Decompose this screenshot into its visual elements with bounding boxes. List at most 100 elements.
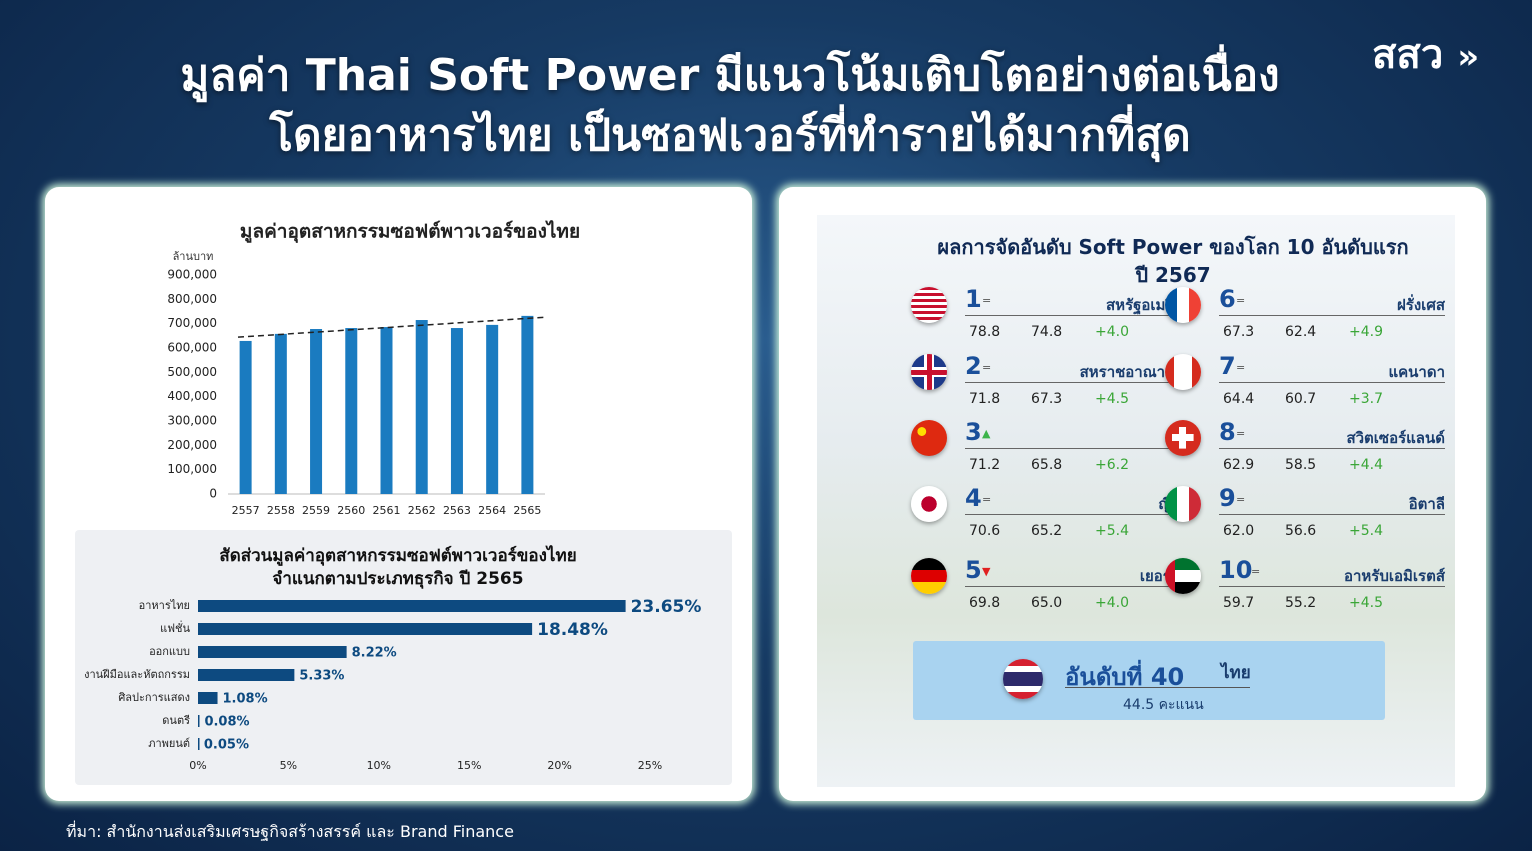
country-name: สหราชอาณาจักร — [1079, 363, 1191, 381]
value-label: 5.33% — [299, 669, 344, 684]
flag — [911, 287, 947, 323]
country-name: สวิตเซอร์แลนด์ — [1346, 429, 1445, 447]
bar — [310, 329, 323, 494]
y-tick-label: 900,000 — [167, 268, 217, 282]
rank: 10 — [1219, 556, 1253, 584]
rank-change: = — [1236, 493, 1246, 506]
divider — [965, 514, 1191, 515]
thailand-box: อันดับที่ 40 ไทย 44.5 คะแนน — [913, 641, 1385, 720]
score: 59.7 — [1223, 595, 1255, 611]
trendline — [237, 316, 546, 338]
rank-change: ▲ — [982, 427, 991, 440]
divider — [1065, 687, 1250, 688]
divider — [1219, 514, 1445, 515]
y-tick-label: 100,000 — [167, 462, 217, 476]
score-change: +3.7 — [1349, 391, 1383, 407]
x-tick-label: 5% — [280, 759, 297, 772]
logo: สสว » — [1372, 32, 1480, 78]
logo-text: สสว — [1372, 32, 1444, 78]
ranking-item: 7 = แคนาดา 64.4 60.7 +3.7 — [1165, 352, 1445, 414]
chart-title: สัดส่วนมูลค่าอุตสาหกรรมซอฟต์พาวเวอร์ของไ… — [219, 545, 576, 567]
rank: 4 — [965, 484, 982, 512]
rank: 3 — [965, 418, 982, 446]
ranking-item: 8 = สวิตเซอร์แลนด์ 62.9 58.5 +4.4 — [1165, 418, 1445, 480]
divider — [1219, 315, 1445, 316]
value-label: 0.08% — [204, 715, 249, 730]
rank-change: = — [1236, 427, 1246, 440]
rank: 8 — [1219, 418, 1236, 446]
score-change: +4.5 — [1095, 391, 1129, 407]
bar — [274, 333, 287, 494]
country-name: อาหรับเอมิเรตส์ — [1343, 567, 1445, 585]
thailand-rank: อันดับที่ 40 — [1065, 663, 1185, 691]
previous-score: 65.2 — [1031, 523, 1063, 539]
divider — [1219, 586, 1445, 587]
rank: 6 — [1219, 285, 1236, 313]
y-tick-label: 500,000 — [167, 365, 217, 379]
score-change: +5.4 — [1349, 523, 1383, 539]
previous-score: 62.4 — [1285, 324, 1317, 340]
category-label: ภาพยนต์ — [148, 737, 190, 750]
source: ที่มา: สำนักงานส่งเสริมเศรษฐกิจสร้างสรรค… — [66, 822, 514, 841]
chart-title: มูลค่าอุตสาหกรรมซอฟต์พาวเวอร์ของไทย — [240, 220, 580, 244]
rank-change: = — [982, 493, 992, 506]
title-line: โดยอาหารไทย เป็นซอฟเวอร์ที่ทำรายได้มากที… — [269, 110, 1191, 161]
rank: 1 — [965, 285, 982, 313]
country-name: แคนาดา — [1388, 363, 1445, 381]
bar — [380, 327, 393, 494]
rank: 5 — [965, 556, 982, 584]
x-tick-label: 2558 — [267, 504, 295, 517]
x-tick-label: 15% — [457, 759, 481, 772]
divider — [965, 315, 1191, 316]
x-tick-label: 2563 — [443, 504, 471, 517]
ranking-title: ปี 2567 — [1135, 263, 1211, 287]
rank-change: = — [982, 361, 992, 374]
score: 62.0 — [1223, 523, 1255, 539]
score: 62.9 — [1223, 457, 1255, 473]
flag — [911, 486, 947, 522]
bar — [345, 328, 358, 494]
value-label: 23.65% — [631, 597, 702, 617]
category-label: แฟชั่น — [160, 620, 190, 635]
hbar-box — [75, 530, 732, 785]
score-change: +4.0 — [1095, 324, 1129, 340]
divider — [1219, 382, 1445, 383]
rank: 2 — [965, 352, 982, 380]
category-label: ดนตรี — [162, 714, 190, 727]
x-tick-label: 2557 — [232, 504, 260, 517]
x-tick-label: 2559 — [302, 504, 330, 517]
title-line: มูลค่า Thai Soft Power มีแนวโน้มเติบโตอย… — [180, 50, 1280, 101]
ranking-title: ผลการจัดอันดับ Soft Power ของโลก 10 อันด… — [937, 235, 1409, 259]
category-label: งานฝีมือและหัตถกรรม — [84, 668, 190, 681]
bar — [198, 715, 200, 727]
country-name: อิตาลี — [1408, 495, 1445, 513]
previous-score: 65.8 — [1031, 457, 1063, 473]
flag — [1165, 420, 1201, 456]
flag — [911, 354, 947, 390]
y-tick-label: 600,000 — [167, 341, 217, 355]
x-tick-label: 2564 — [478, 504, 506, 517]
bar — [198, 692, 218, 704]
previous-score: 65.0 — [1031, 595, 1063, 611]
rank: 7 — [1219, 352, 1236, 380]
y-tick-label: 0 — [209, 487, 217, 501]
x-tick-label: 0% — [189, 759, 206, 772]
ranking-item: 9 = อิตาลี 62.0 56.6 +5.4 — [1165, 484, 1445, 546]
chart-title: จำแนกตามประเภทธุรกิจ ปี 2565 — [272, 568, 523, 589]
ranking-panel: ผลการจัดอันดับ Soft Power ของโลก 10 อันด… — [817, 215, 1455, 787]
value-label: 0.05% — [204, 738, 249, 753]
y-tick-label: 300,000 — [167, 414, 217, 428]
score: 78.8 — [969, 324, 1001, 340]
rank-change: ▼ — [982, 565, 991, 578]
x-tick-label: 2562 — [408, 504, 436, 517]
bar — [415, 320, 428, 494]
ranking-item: 2 = สหราชอาณาจักร 71.8 67.3 +4.5 — [911, 352, 1191, 414]
bar — [198, 738, 200, 750]
rank-change: = — [1236, 361, 1246, 374]
flag — [1165, 486, 1201, 522]
score: 71.2 — [969, 457, 1001, 473]
ranking-item: 6 = ฝรั่งเศส 67.3 62.4 +4.9 — [1165, 285, 1445, 347]
flag — [1165, 558, 1201, 594]
category-label: ออกแบบ — [149, 645, 190, 658]
